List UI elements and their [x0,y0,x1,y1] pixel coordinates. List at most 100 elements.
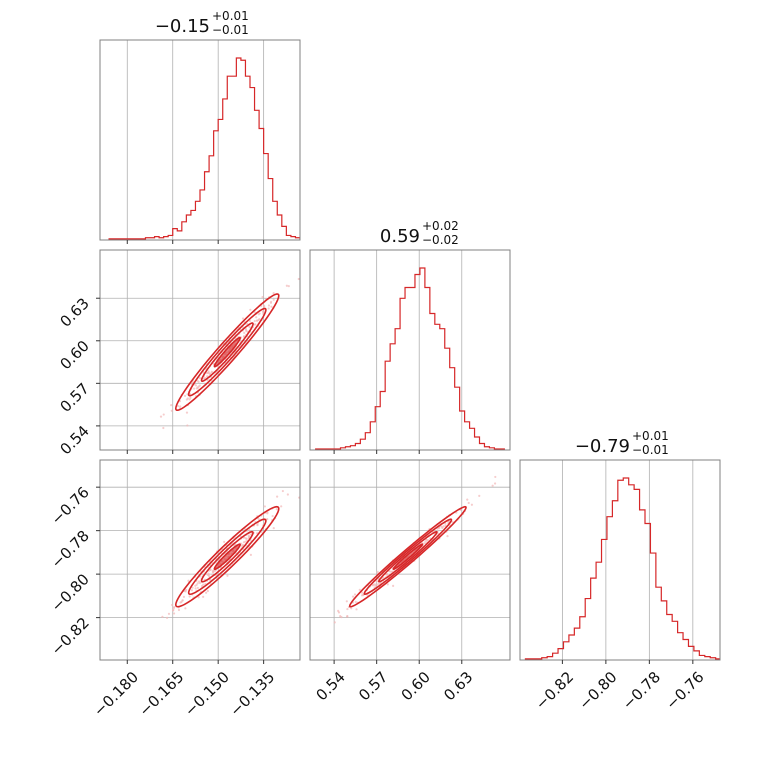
scatter-point [345,600,348,603]
hist-bin [227,76,232,240]
scatter-point [205,372,209,375]
panel-frame [519,459,721,661]
scatter-point [262,304,266,307]
contour-level-2 [187,307,267,397]
hist-bin [683,640,688,660]
y-tick-label: −0.78 [48,527,93,572]
scatter-point [339,615,342,618]
hist-bin [580,617,585,660]
hist-bin [445,348,450,450]
hist-bin [385,361,390,450]
contour-level-0 [213,336,241,368]
scatter-point [442,525,445,528]
scatter-point [200,584,204,588]
scatter-point [185,411,189,414]
panel-0-0 [99,39,301,244]
hist-bin [286,235,291,240]
hist-bin [574,628,579,660]
panel-frame [309,459,511,661]
scatter-point [389,570,392,573]
x-tick-label: 0.60 [398,668,434,704]
title-minus: −0.01 [212,23,249,37]
panel-frame [99,459,301,661]
scatter-point [161,615,164,618]
y-tick-label: 0.60 [56,337,92,373]
scatter-point [198,581,202,585]
hist-bin [678,633,683,660]
contour-level-3 [174,505,280,608]
scatter-point [249,553,252,556]
hist-bin [205,172,210,240]
scatter-point [184,588,188,591]
hist-bin [380,392,385,451]
hist-bin [273,201,278,240]
scatter-point [165,616,169,619]
contour-level-0 [392,543,424,571]
scatter-point [438,527,441,530]
x-tick-label: −0.82 [532,668,577,713]
scatter-point [253,320,256,323]
title-minus: −0.02 [422,233,459,247]
scatter-point [375,580,378,583]
scatter-point [198,376,202,380]
scatter-point [159,415,163,418]
hist-bin [591,578,596,660]
scatter-point [346,607,349,611]
scatter-point [202,595,205,598]
scatter-point [247,535,250,538]
scatter-point [212,569,215,572]
hist-bin [420,268,425,450]
scatter-point [371,584,375,587]
hist-bin [195,201,200,240]
hist-bin [350,446,355,450]
x-tick-label: −0.78 [619,668,664,713]
scatter-point [177,608,181,612]
scatter-point [193,387,196,390]
x-tick-label: −0.80 [575,668,620,713]
scatter-point [263,505,266,508]
panel-content [161,489,300,619]
panel-content [524,477,720,660]
scatter-point [354,600,357,603]
x-tick-label: −0.135 [226,668,278,720]
hist-bin [390,344,395,450]
hist-bin [395,329,400,450]
hist-bin [618,480,623,660]
diag-title-0: −0.15 +0.01−0.01 [155,9,249,37]
panel-frame [99,249,301,451]
hist-bin [634,489,639,660]
hist-bin [236,58,241,240]
hist-bin [255,110,260,240]
scatter-point [182,595,186,598]
y-tick-label: 0.63 [56,294,92,330]
scatter-point [425,538,428,542]
scatter-point [243,331,246,334]
scatter-point [170,603,174,607]
contour-level-1 [200,530,254,583]
hist-bin [650,553,655,660]
x-tick-label: −0.180 [90,668,142,720]
hist-bin [277,215,282,240]
hist-bin [268,179,273,240]
hist-bin [191,210,196,240]
hist-bin [209,156,214,240]
scatter-point [270,305,273,308]
contour-level-2 [363,518,453,596]
x-tick-label: 0.54 [313,668,349,704]
scatter-point [240,544,244,547]
hist-bin [250,88,255,240]
hist-bin [450,368,455,450]
scatter-point [196,586,199,589]
scatter-point [272,527,275,530]
panel-1-1 [309,249,511,454]
x-tick-label: −0.150 [181,668,233,720]
hist-bin [440,329,445,450]
scatter-point [491,484,494,487]
hist-bin [177,231,182,240]
panel-content [315,267,505,451]
scatter-point [197,596,200,599]
scatter-point [266,517,269,521]
scatter-point [188,595,191,598]
scatter-point [181,599,184,602]
scatter-point [244,537,247,540]
